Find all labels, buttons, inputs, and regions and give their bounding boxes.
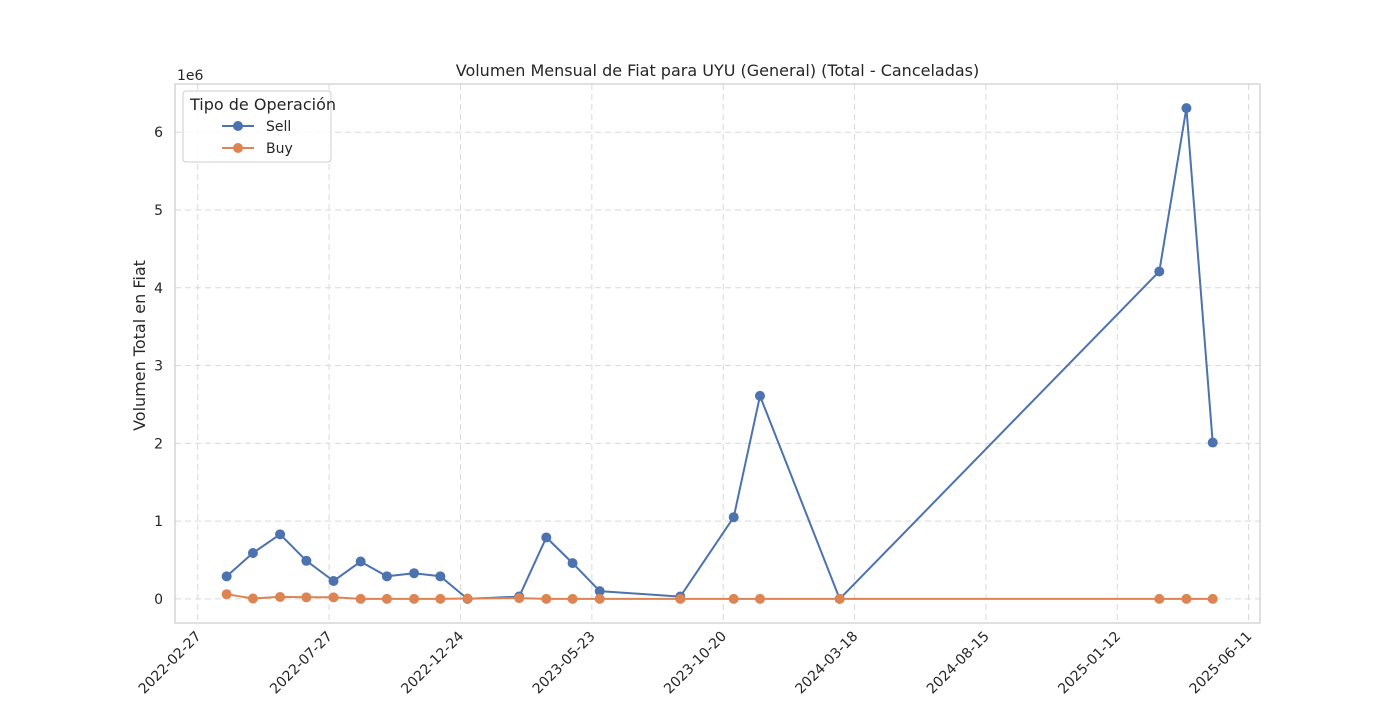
data-point-buy (462, 593, 473, 604)
x-tick-label: 2024-03-18 (793, 629, 862, 698)
y-tick-label: 0 (154, 592, 163, 608)
data-point-buy (514, 593, 525, 604)
legend-label-buy: Buy (266, 141, 293, 157)
data-point-sell (435, 571, 446, 582)
data-point-buy (541, 593, 552, 604)
data-point-buy (247, 593, 258, 604)
y-axis-offset-label: 1e6 (177, 68, 204, 84)
series-sell (221, 103, 1218, 604)
x-tick-label: 2022-12-24 (398, 628, 467, 697)
data-point-sell (221, 571, 232, 582)
series-line-buy (226, 593, 1213, 600)
legend-entries: Sell Buy (222, 119, 293, 157)
x-tick-label: 2022-02-27 (136, 629, 205, 698)
x-tick-label: 2025-01-12 (1055, 629, 1124, 698)
data-point-sell (409, 568, 420, 579)
y-tick-label: 6 (154, 125, 163, 141)
data-point-buy (1181, 593, 1192, 604)
legend-label-sell: Sell (266, 119, 291, 135)
y-axis-ticks: 0 1 2 3 4 5 6 (154, 125, 163, 608)
y-tick-label: 2 (154, 436, 163, 452)
x-tick-label: 2023-10-20 (661, 629, 730, 698)
data-point-buy (567, 593, 578, 604)
data-point-sell (328, 576, 339, 586)
x-tick-label: 2022-07-27 (267, 629, 336, 698)
data-point-sell (381, 571, 392, 582)
data-point-buy (1207, 593, 1218, 604)
plot-frame (174, 83, 1261, 624)
y-axis-title: Volumen Total en Fiat (130, 260, 149, 431)
data-point-buy (381, 593, 392, 604)
series-buy (221, 589, 1218, 604)
data-point-sell (567, 558, 578, 569)
chart-title: Volumen Mensual de Fiat para UYU (Genera… (456, 61, 980, 80)
data-point-buy (675, 593, 686, 604)
data-point-buy (1154, 593, 1165, 604)
x-tick-label: 2023-05-23 (530, 629, 599, 698)
data-point-sell (754, 390, 765, 401)
x-tick-label: 2024-08-15 (924, 629, 993, 698)
legend: Tipo de Operación Sell Buy (182, 90, 336, 163)
data-point-buy (435, 593, 446, 604)
data-point-buy (221, 589, 232, 600)
data-point-buy (301, 592, 312, 603)
legend-marker-sell (233, 121, 243, 131)
x-axis-ticks: 2022-02-27 2022-07-27 2022-12-24 2023-05-23… (136, 628, 1256, 697)
y-tick-label: 1 (154, 514, 163, 530)
data-point-sell (301, 555, 312, 566)
data-point-buy (409, 593, 420, 604)
grid (175, 84, 1260, 623)
data-point-buy (594, 593, 605, 604)
y-tick-label: 4 (154, 281, 163, 297)
data-point-sell (1181, 103, 1192, 114)
y-tick-label: 5 (154, 203, 163, 219)
legend-marker-buy (233, 143, 243, 153)
data-point-sell (355, 556, 366, 567)
data-point-buy (834, 593, 845, 604)
legend-box (182, 90, 332, 163)
data-point-buy (728, 593, 739, 604)
data-point-sell (275, 529, 286, 540)
data-point-buy (355, 593, 366, 604)
series-layer (221, 103, 1218, 604)
data-point-sell (728, 512, 739, 523)
legend-entry-sell: Sell (222, 119, 291, 135)
data-point-sell (1207, 437, 1218, 448)
series-line-sell (226, 107, 1214, 600)
data-point-buy (275, 591, 286, 602)
data-point-buy (328, 592, 339, 603)
legend-entry-buy: Buy (222, 141, 293, 157)
data-point-sell (594, 586, 605, 597)
data-point-sell (541, 532, 552, 543)
data-point-buy (754, 593, 765, 604)
data-point-sell (1154, 266, 1165, 277)
x-tick-label: 2025-06-11 (1187, 629, 1256, 698)
y-tick-label: 3 (154, 359, 163, 375)
data-point-sell (247, 548, 258, 558)
legend-title: Tipo de Operación (189, 95, 336, 114)
